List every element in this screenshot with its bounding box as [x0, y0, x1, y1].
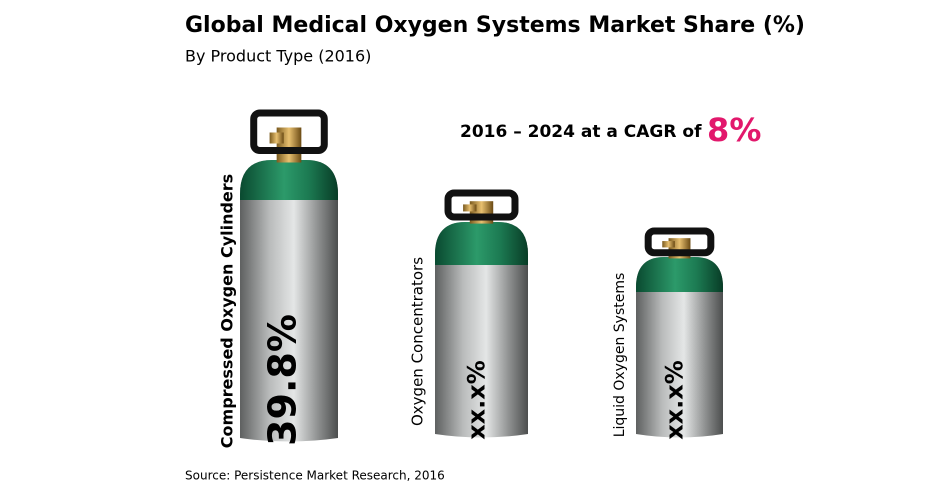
- segment-value: xx.x%: [661, 360, 689, 440]
- cylinder-shoulder: [435, 222, 528, 265]
- cagr-value: 8%: [707, 111, 761, 149]
- source: Source: Persistence Market Research, 201…: [185, 469, 445, 483]
- segment-value: xx.x%: [463, 360, 491, 440]
- segment-value: 39.8%: [261, 314, 305, 446]
- cagr-text: 2016 – 2024 at a CAGR of: [460, 122, 702, 142]
- cylinder-shoulder: [636, 257, 723, 292]
- cylinders: Compressed Oxygen Cylinders 39.8% Oxygen C…: [218, 109, 723, 448]
- segment-label: Liquid Oxygen Systems: [612, 273, 628, 438]
- valve-handle: [250, 109, 328, 154]
- valve-handle: [444, 189, 519, 221]
- valve-knob: [463, 204, 477, 212]
- valve-knob: [662, 241, 675, 248]
- cylinder-shoulder: [240, 160, 338, 200]
- title: Global Medical Oxygen Systems Market Sha…: [185, 13, 805, 38]
- valve-handle: [644, 227, 715, 257]
- cagr: 2016 – 2024 at a CAGR of 8%: [460, 111, 761, 149]
- cylinder: [636, 257, 723, 438]
- segment-label: Oxygen Concentrators: [409, 257, 427, 426]
- segment-label: Compressed Oxygen Cylinders: [218, 174, 237, 448]
- cylinder-body: [240, 160, 338, 442]
- cylinder: [435, 222, 528, 438]
- valve-knob: [269, 132, 284, 144]
- cylinder: [240, 160, 338, 442]
- subtitle: By Product Type (2016): [185, 47, 371, 66]
